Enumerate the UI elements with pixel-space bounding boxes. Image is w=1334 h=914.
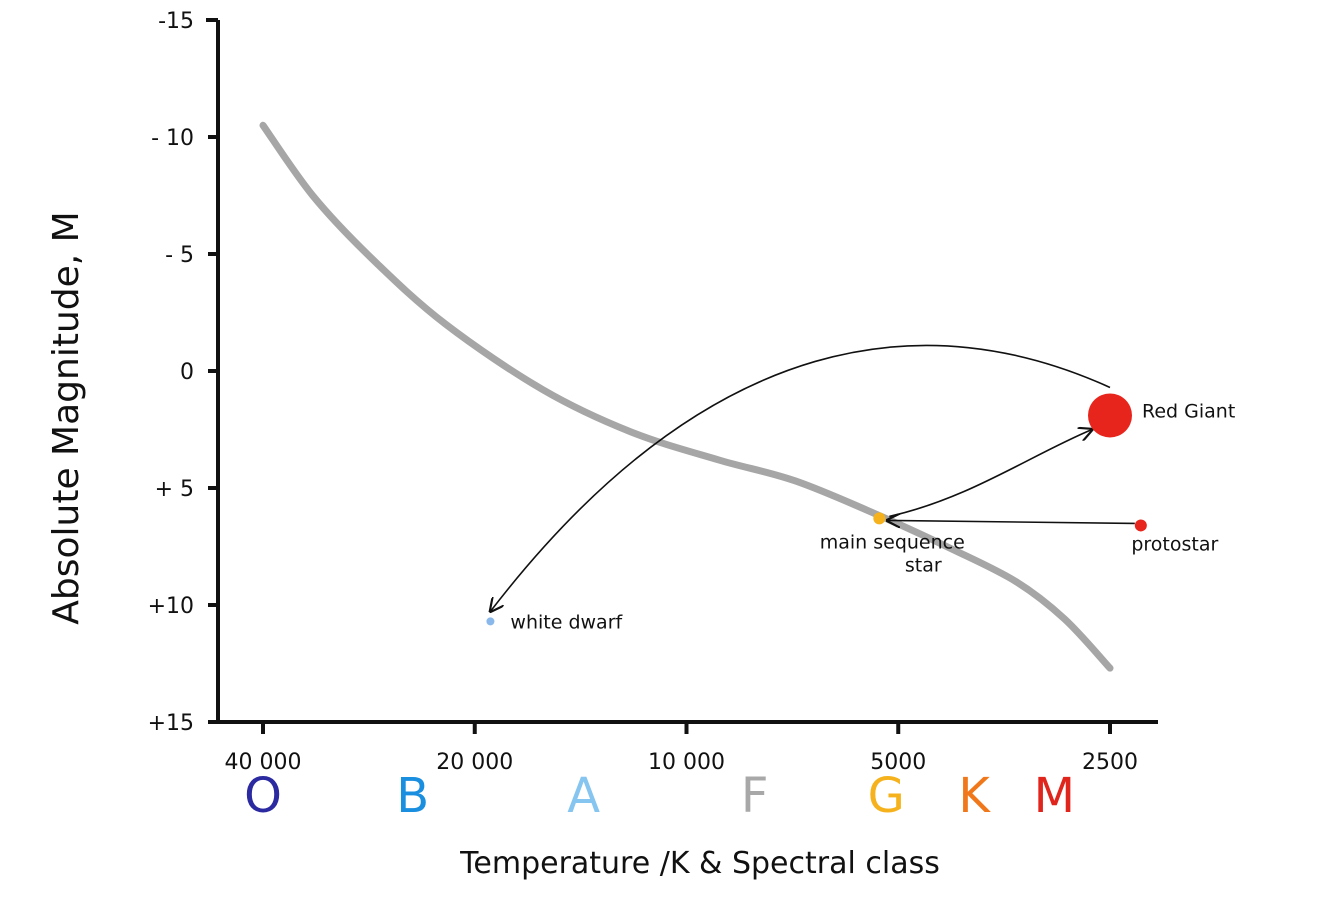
main-sequence-curve — [259, 121, 1114, 672]
spectral-class-label: A — [567, 768, 600, 824]
label-main-sequence-star: main sequence star — [820, 531, 971, 576]
arrow-main-sequence-to-red-giant — [889, 429, 1092, 518]
y-axis-title: Absolute Magnitude, M — [46, 211, 87, 624]
y-tick-label: -15 — [158, 9, 194, 34]
spectral-class-label: K — [958, 768, 991, 824]
x-tick-label: 5000 — [870, 750, 926, 775]
main-sequence-layer — [259, 121, 1114, 672]
arrow-red-giant-to-white-dwarf — [490, 344, 1111, 611]
y-tick-label: +10 — [148, 594, 194, 619]
y-tick-label: - 10 — [151, 126, 194, 151]
star-main-sequence-star — [873, 512, 886, 525]
star-red-giant — [1088, 393, 1132, 438]
arrow-protostar-to-main-sequence — [887, 520, 1135, 523]
label-protostar: protostar — [1131, 533, 1218, 555]
spectral-class-label: O — [244, 768, 282, 824]
evolution-arrows — [490, 344, 1135, 611]
labels: Red Giant protostar white dwarf main sequen… — [510, 400, 1235, 633]
x-tick-label: 10 000 — [648, 750, 725, 775]
spectral-class-label: G — [868, 768, 905, 824]
y-tick-label: 0 — [180, 360, 194, 385]
label-red-giant: Red Giant — [1142, 400, 1235, 422]
x-tick-label: 40 000 — [225, 750, 302, 775]
star-points — [486, 393, 1147, 626]
y-tick-label: + 5 — [155, 477, 194, 502]
y-tick-label: - 5 — [165, 243, 194, 268]
spectral-class-label: B — [396, 768, 429, 824]
spectral-class-label: F — [741, 768, 769, 824]
star-protostar — [1134, 519, 1147, 532]
axes: -15 - 10 - 5 0 + 5 +10 +15 40 000 20 000 10 000 50… — [46, 9, 1158, 881]
spectral-class-label: M — [1034, 768, 1075, 824]
x-axis-title: Temperature /K & Spectral class — [459, 846, 940, 881]
x-tick-label: 2500 — [1082, 750, 1138, 775]
star-white-dwarf — [486, 617, 495, 626]
label-white-dwarf: white dwarf — [510, 611, 623, 633]
x-tick-label: 20 000 — [436, 750, 513, 775]
y-tick-label: +15 — [148, 711, 194, 736]
